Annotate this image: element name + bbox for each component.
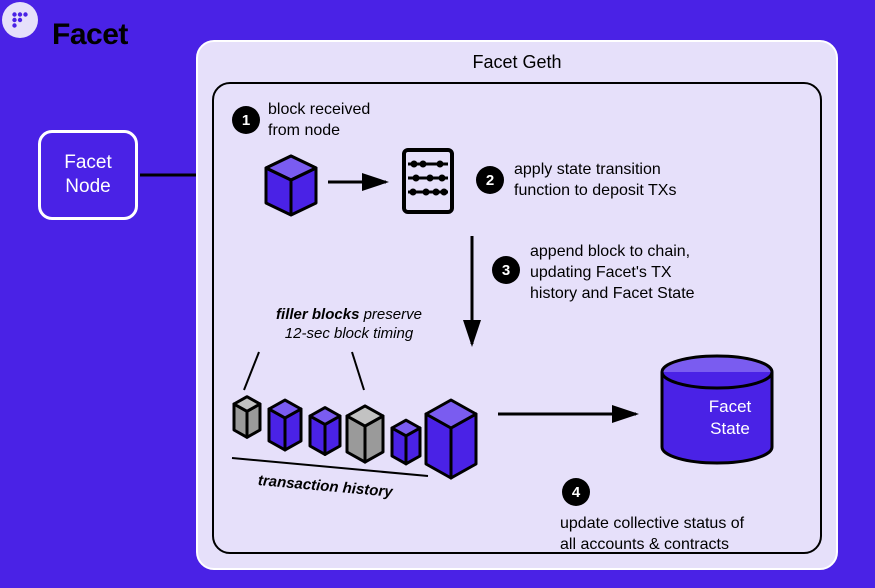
step-4-text: update collective status of all accounts… [560,514,800,556]
geth-container: Facet Geth 1 block received from node [196,40,838,570]
page-title: Facet [52,18,128,52]
step-3-text: append block to chain, updating Facet's … [530,242,740,304]
transaction-chain [214,84,514,504]
geth-title: Facet Geth [198,52,836,73]
state-db-label: Facet State [690,396,770,440]
step-2-text: apply state transition function to depos… [514,160,724,202]
facet-node-label: Facet Node [64,151,112,199]
step-4-num: 4 [572,484,580,501]
facet-node-box: Facet Node [38,130,138,220]
geth-inner: 1 block received from node [212,82,822,554]
logo-icon [2,2,38,38]
outer-container: Facet Facet Node Facet Geth 1 block rece… [0,0,875,588]
arrow-chain-to-state [496,404,646,424]
step-4-badge: 4 [562,478,590,506]
